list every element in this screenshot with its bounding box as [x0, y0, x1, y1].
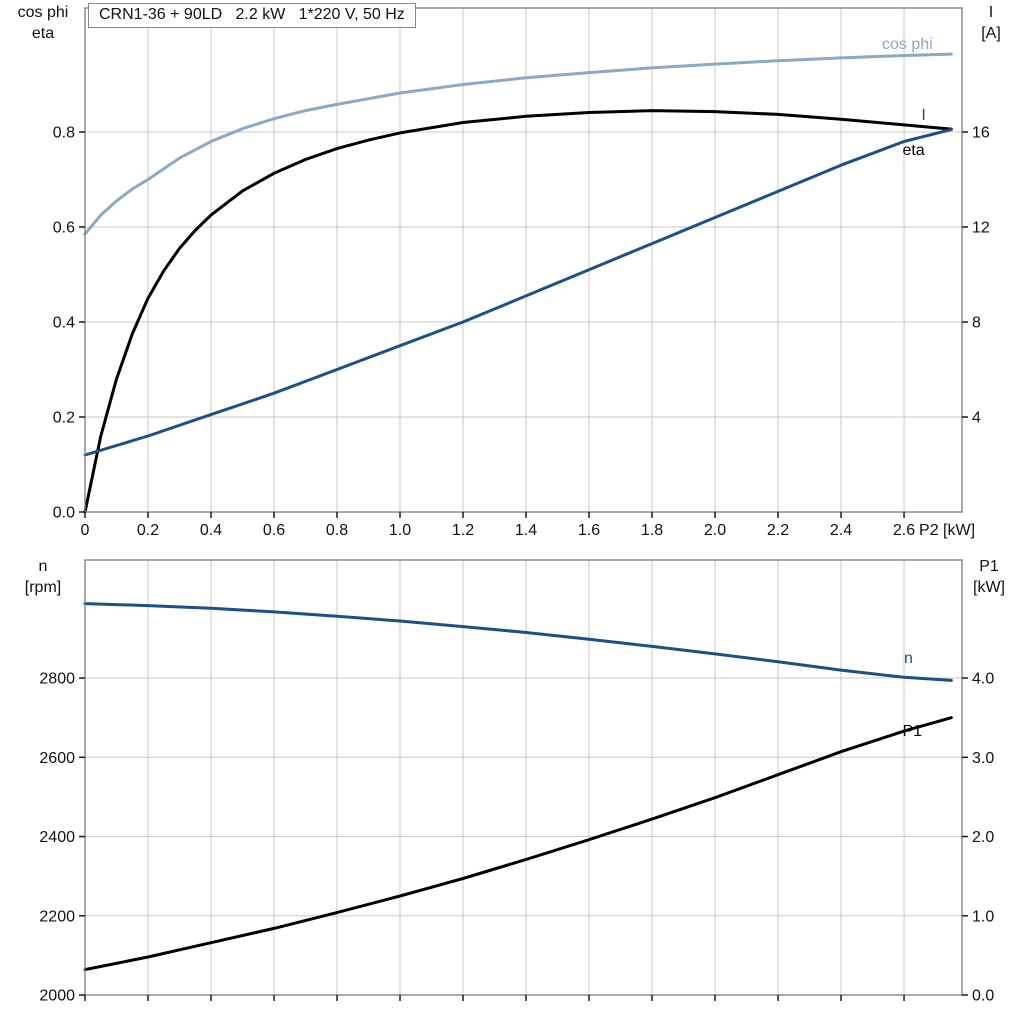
bottom-left-axis-label: n [rpm]: [4, 556, 82, 598]
x-tick-label: 1.6: [578, 522, 600, 539]
right-tick-label: 4: [972, 409, 981, 426]
chart-0: cos phi eta I 0 0.2 0.4 0.6 0.8 1.0 1.2 1.4 1.6 1.8 2…: [53, 7, 990, 539]
right-tick-label: 16: [972, 124, 990, 141]
x-tick-label: 2.6: [893, 522, 915, 539]
left-tick-label: 2600: [39, 750, 75, 767]
x-tick-label: 2.0: [704, 522, 726, 539]
left-tick-label: 0.6: [53, 219, 75, 236]
curve-label-current-I: I: [921, 107, 925, 124]
curve-label-eta: eta: [902, 142, 924, 159]
bottom-right-axis-label: P1 [kW]: [962, 556, 1016, 598]
right-tick-label: 1.0: [972, 908, 994, 925]
speed-axis-label-line1: n: [38, 558, 48, 575]
curve-label-speed-n: n: [904, 650, 913, 667]
x-tick-label: 2.2: [767, 522, 789, 539]
left-tick-label: 2200: [39, 908, 75, 925]
top-right-axis-label: I [A]: [966, 2, 1016, 44]
curve-speed-n: [83, 602, 953, 682]
left-axis-label-line1: cos phi: [17, 4, 69, 21]
left-tick-label: 0.2: [53, 409, 75, 426]
curve-power-P1: [83, 716, 953, 972]
right-tick-label: 2.0: [972, 829, 994, 846]
speed-axis-label-line2: [rpm]: [24, 579, 62, 596]
left-tick-label: 0.0: [53, 505, 75, 522]
power-axis-label-line1: P1: [979, 558, 999, 575]
curve-cos-phi: [83, 52, 953, 236]
top-left-axis-label: cos phi eta: [4, 2, 82, 44]
x-tick-label: 1.4: [515, 522, 537, 539]
left-tick-label: 0.4: [53, 314, 75, 331]
left-axis-label-line2: eta: [31, 25, 55, 42]
left-tick-label: 2800: [39, 671, 75, 688]
chart-title: CRN1-36 + 90LD 2.2 kW 1*220 V, 50 Hz: [88, 3, 416, 28]
right-tick-label: 0.0: [972, 988, 994, 1005]
right-tick-label: 8: [972, 314, 981, 331]
chart-1: n P1 2000 2200 2400 2600 2800 0.0 1.0 2.0 3.0 4.0: [39, 559, 994, 1005]
x-tick-label: 1.0: [389, 522, 411, 539]
curve-label-cos-phi: cos phi: [882, 36, 933, 53]
left-tick-label: 2000: [39, 988, 75, 1005]
power-axis-label-line2: [kW]: [973, 579, 1005, 596]
x-tick-label: 0.2: [137, 522, 159, 539]
curve-label-power-P1: P1: [902, 723, 922, 740]
right-axis-label-line1: I: [988, 4, 994, 21]
x-tick-label: 0: [81, 522, 90, 539]
left-tick-label: 2400: [39, 829, 75, 846]
left-tick-label: 0.8: [53, 124, 75, 141]
plot-frame: [84, 7, 963, 513]
curve-eta: [83, 109, 953, 514]
x-tick-label: 0.6: [263, 522, 285, 539]
right-tick-label: 12: [972, 219, 990, 236]
x-tick-label: 2.4: [830, 522, 852, 539]
plot-frame: [84, 559, 963, 996]
x-tick-label: 0.8: [326, 522, 348, 539]
x-tick-label: 1.8: [641, 522, 663, 539]
right-tick-label: 4.0: [972, 671, 994, 688]
x-axis-unit-label: P2 [kW]: [919, 522, 975, 539]
x-tick-label: 0.4: [200, 522, 222, 539]
x-tick-label: 1.2: [452, 522, 474, 539]
right-axis-label-line2: [A]: [981, 25, 1001, 42]
right-tick-label: 3.0: [972, 750, 994, 767]
curve-current-I: [83, 128, 953, 457]
